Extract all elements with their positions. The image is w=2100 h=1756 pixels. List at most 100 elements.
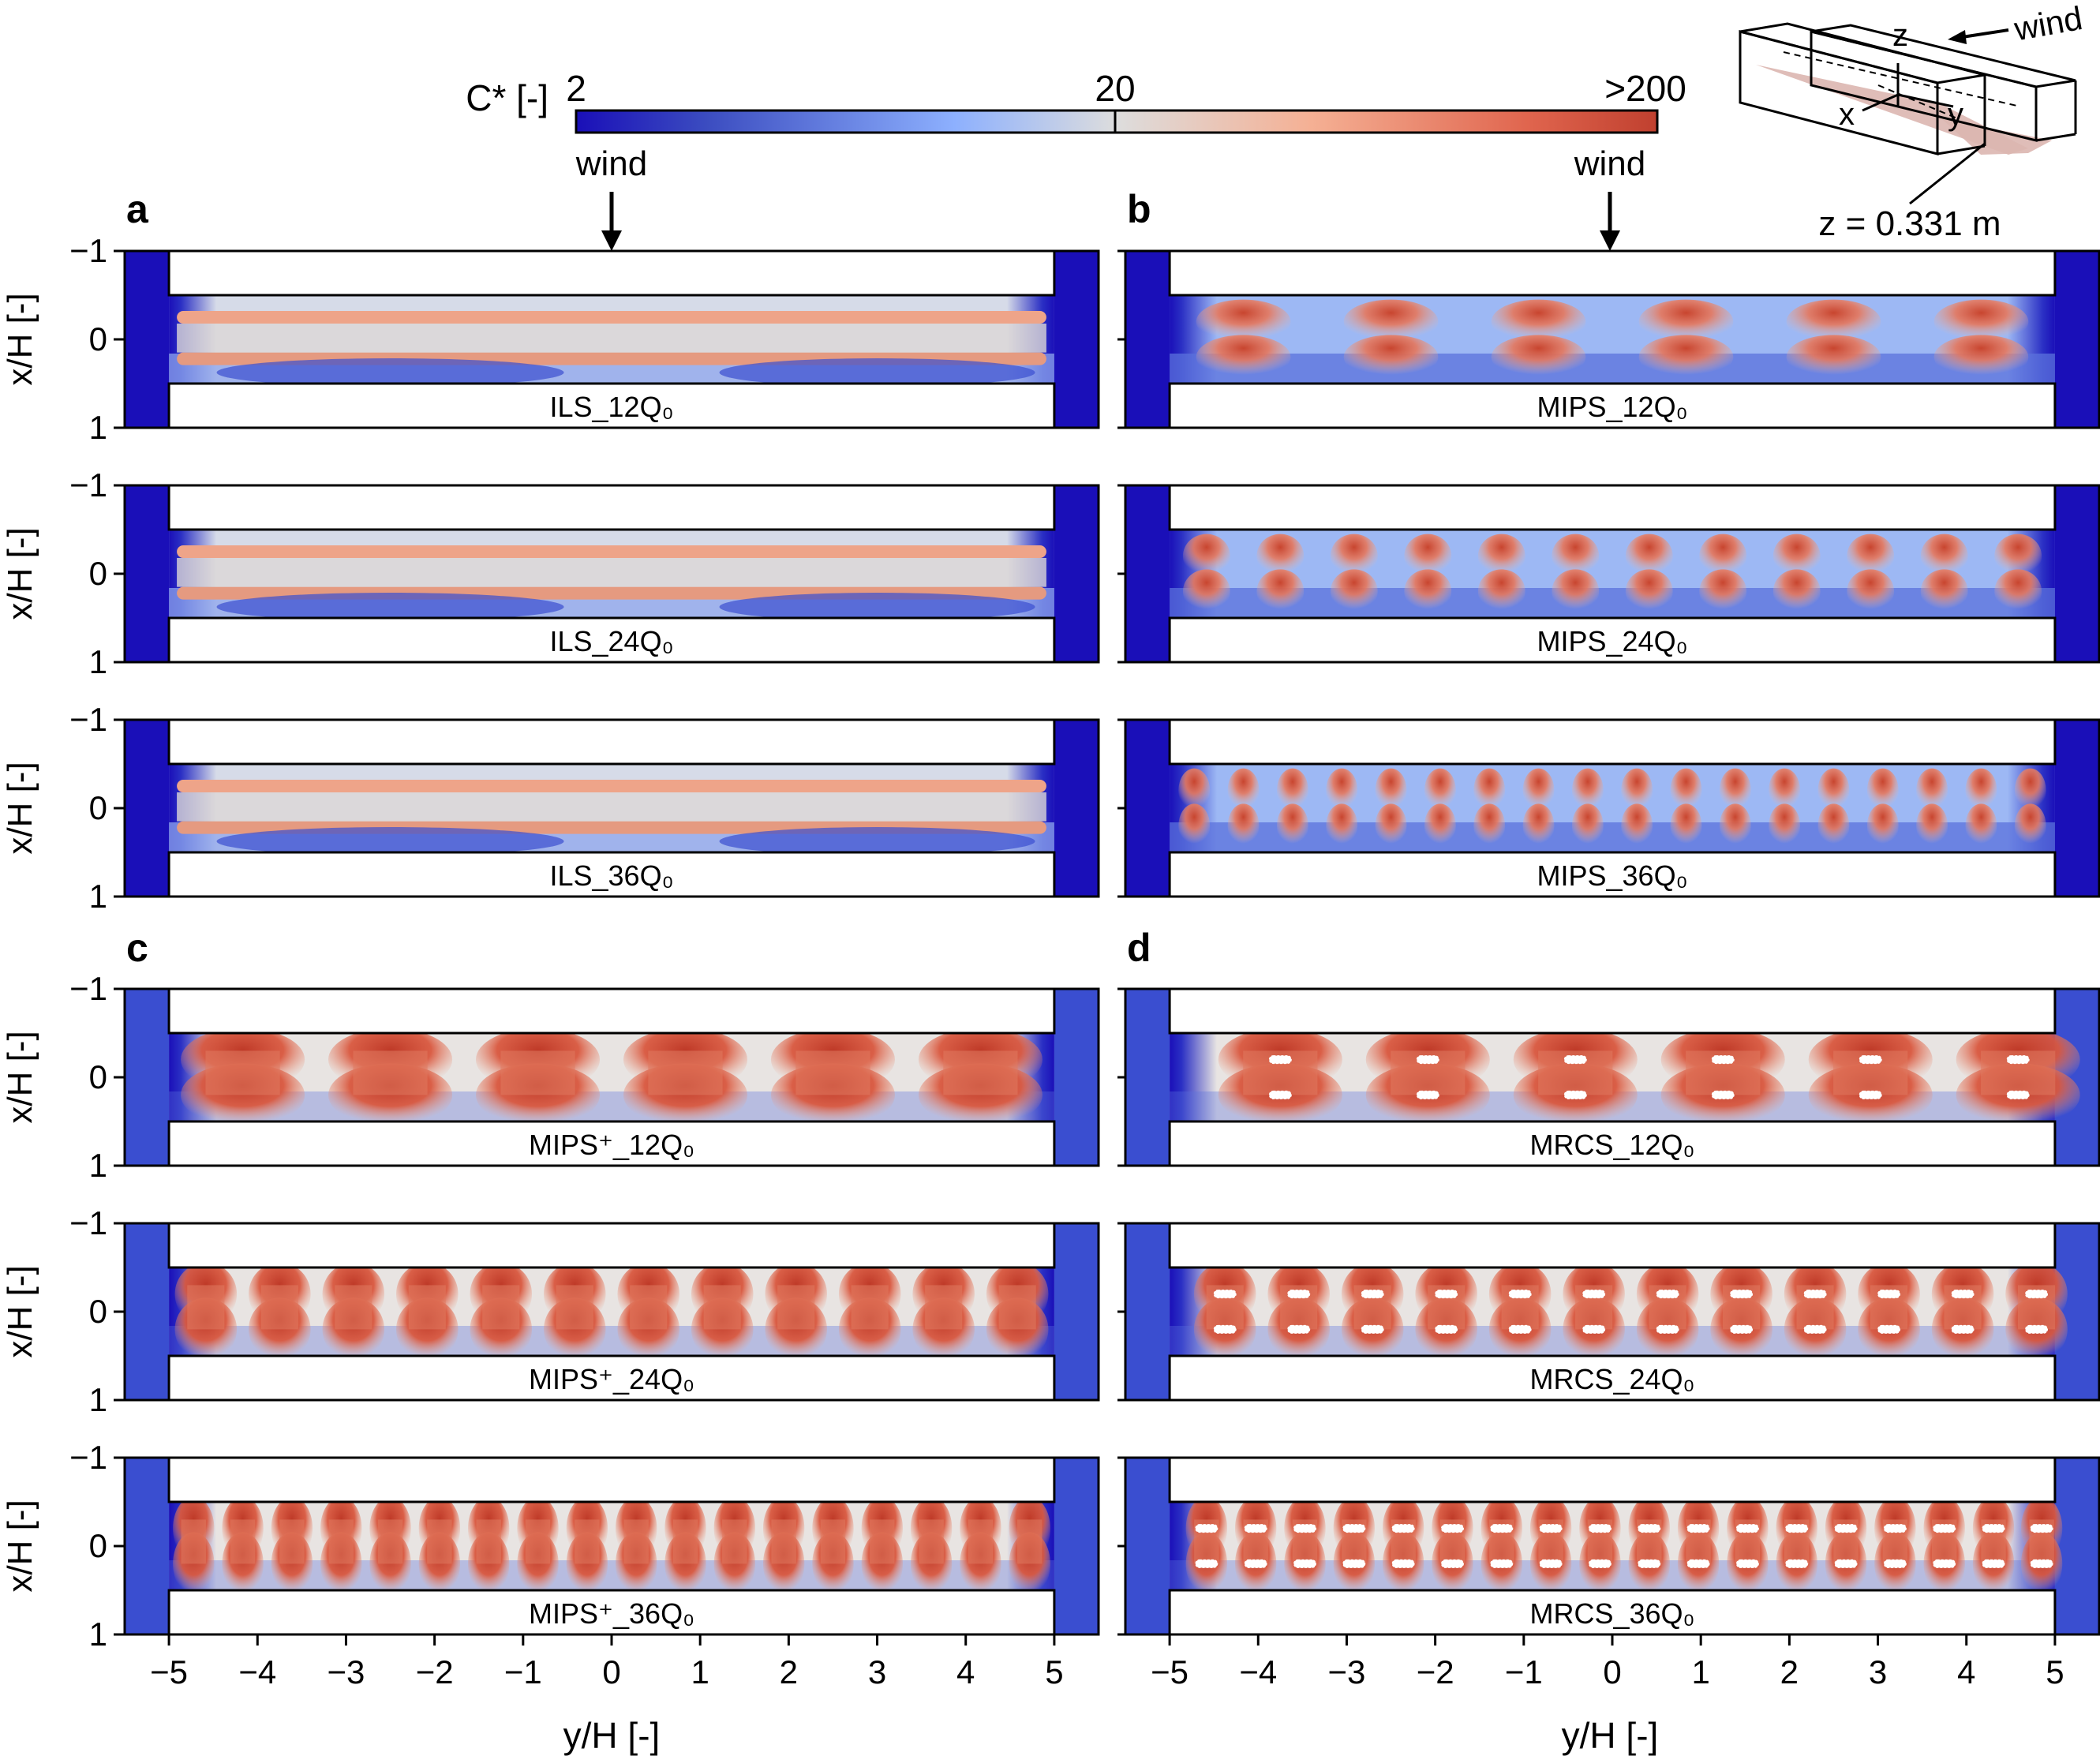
x-tick-label: −5 — [150, 1653, 188, 1690]
building-downwind — [1168, 1120, 2057, 1167]
panel-label: ILS_24Q₀ — [549, 625, 673, 657]
y-tick-label: 1 — [89, 1381, 107, 1418]
source-plume — [2014, 803, 2046, 848]
inset-x-axis — [1862, 93, 1899, 112]
car-source-marker — [1435, 1324, 1458, 1334]
building-upwind — [167, 249, 1056, 297]
source-plume — [1256, 534, 1305, 578]
source-plume — [1343, 299, 1439, 344]
cool-region — [216, 827, 564, 856]
source-plume-column — [260, 1285, 298, 1330]
source-plume — [1817, 768, 1850, 813]
field-edge-right — [2054, 720, 2099, 897]
source-plume-column — [795, 1050, 870, 1095]
cool-region — [719, 827, 1035, 856]
source-plume-column — [500, 1050, 575, 1095]
building-downwind — [167, 851, 1056, 898]
source-plume — [1326, 768, 1358, 813]
source-plume — [1571, 803, 1604, 848]
source-plume — [1769, 768, 1801, 813]
car-source-marker — [1342, 1524, 1366, 1533]
x-tick-label: 1 — [691, 1653, 709, 1690]
x-tick-label: −1 — [504, 1653, 542, 1690]
field-edge-left — [1125, 1223, 1170, 1400]
inset-y-axis — [1897, 93, 1954, 108]
source-plume — [1473, 768, 1506, 813]
source-plume — [1330, 569, 1378, 614]
source-plume — [1196, 335, 1291, 380]
source-plume — [1621, 768, 1653, 813]
wind-arrowhead-right — [1600, 230, 1620, 251]
wind-indicator-right: wind — [1574, 144, 1645, 251]
field-edge-left — [1125, 989, 1170, 1166]
car-source-marker — [1982, 1524, 2005, 1533]
inset-wind-arrowhead — [1948, 30, 1967, 44]
building-upwind — [167, 484, 1056, 531]
x-tick-label: 0 — [602, 1653, 620, 1690]
car-source-marker — [2025, 1324, 2049, 1334]
source-plume — [1276, 768, 1308, 813]
source-plume — [1571, 768, 1604, 813]
line-source-upper — [177, 311, 1046, 324]
source-plume-column — [476, 1519, 501, 1564]
field-edge-left — [125, 989, 170, 1166]
source-plume — [1719, 768, 1751, 813]
wind-arrowhead-left — [601, 230, 622, 251]
y-axis-label: x/H [-] — [1, 1500, 39, 1592]
source-plume — [1178, 803, 1211, 848]
panel-label: MIPS_24Q₀ — [1537, 625, 1687, 657]
x-tick-label: −4 — [238, 1653, 276, 1690]
source-plume-column — [575, 1519, 600, 1564]
source-plume — [1965, 768, 1997, 813]
cool-region — [216, 358, 564, 387]
source-plume — [1769, 803, 1801, 848]
inset-box-back-bottom — [2035, 133, 2076, 142]
car-source-marker — [1951, 1290, 1975, 1299]
source-plume — [1477, 534, 1525, 578]
source-plume — [1786, 299, 1881, 344]
source-plume — [1473, 803, 1506, 848]
car-source-marker — [1883, 1559, 1907, 1568]
building-upwind — [167, 718, 1056, 766]
inset-box-front-top — [1739, 22, 1986, 84]
source-plume-column — [925, 1285, 963, 1330]
source-plume — [1994, 534, 2042, 578]
field-edge-right — [2054, 1458, 2099, 1634]
inset-box-front-bottom — [1937, 144, 1986, 155]
car-source-marker — [2006, 1090, 2030, 1099]
source-plume-column — [230, 1519, 256, 1564]
x-tick-label: −1 — [1505, 1653, 1543, 1690]
source-plume — [1330, 534, 1378, 578]
source-plume-column — [870, 1519, 895, 1564]
field-edge-left — [1125, 251, 1170, 428]
building-downwind — [1168, 1589, 2057, 1636]
x-tick-label: 5 — [2046, 1653, 2064, 1690]
building-upwind — [167, 1222, 1056, 1269]
car-source-marker — [1539, 1559, 1563, 1568]
heatmap-panel: MIPS_24Q₀ — [1117, 484, 2100, 664]
source-plume — [1491, 335, 1586, 380]
x-axis-label-right: y/H [-] — [1562, 1715, 1659, 1756]
source-plume-column — [919, 1519, 944, 1564]
source-plume-column — [279, 1519, 305, 1564]
source-plume — [1994, 569, 2042, 614]
car-source-marker — [1730, 1290, 1754, 1299]
source-plume — [2014, 768, 2046, 813]
heatmap-panel: ILS_24Q₀ −1 0 1 x/H [-] — [1, 466, 1100, 680]
source-plume-column — [408, 1285, 446, 1330]
source-plume — [1227, 803, 1260, 848]
car-source-marker — [1638, 1524, 1661, 1533]
source-plume — [1772, 534, 1821, 578]
x-tick-label: 5 — [1045, 1653, 1063, 1690]
car-source-marker — [1730, 1324, 1754, 1334]
source-plume — [1847, 534, 1895, 578]
car-source-marker — [2025, 1290, 2049, 1299]
source-plume — [1196, 299, 1291, 344]
field-edge-right — [1054, 989, 1099, 1166]
x-tick-label: 3 — [868, 1653, 886, 1690]
car-source-marker — [1508, 1290, 1532, 1299]
inset-plane-label: z = 0.331 m — [1818, 204, 2001, 243]
y-tick-label: −1 — [69, 1204, 107, 1241]
panel-letter-d: d — [1127, 926, 1151, 970]
